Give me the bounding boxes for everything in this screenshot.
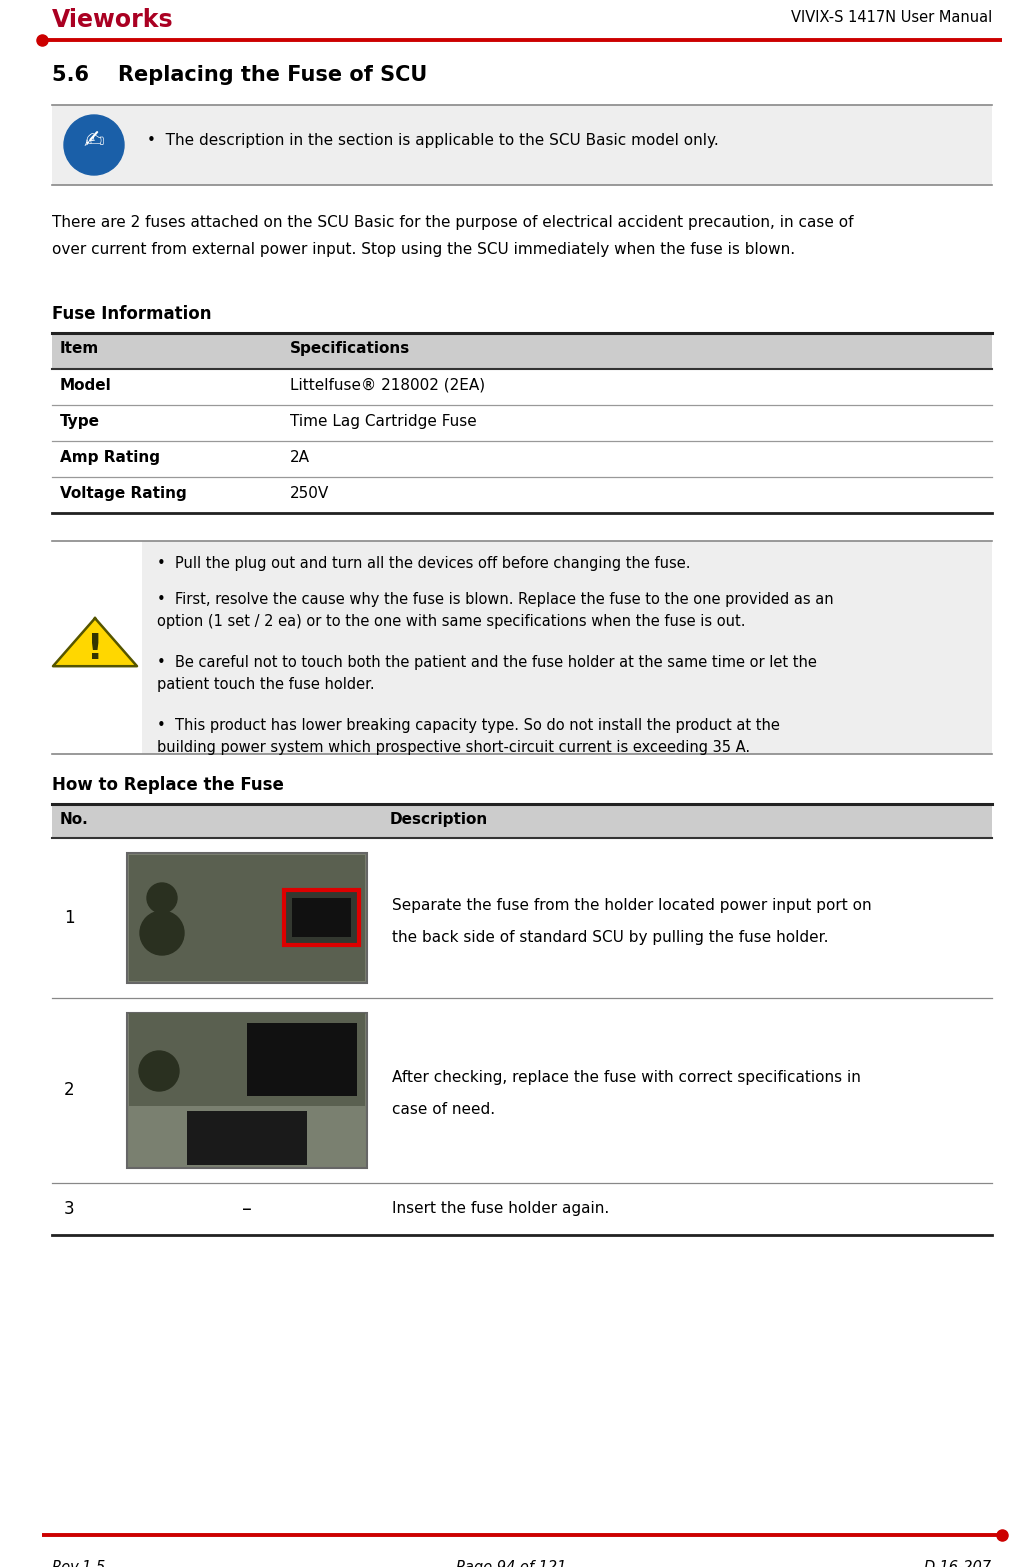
Text: D-16-207: D-16-207 <box>924 1561 992 1567</box>
Text: 3: 3 <box>64 1200 75 1218</box>
Text: Time Lag Cartridge Fuse: Time Lag Cartridge Fuse <box>290 414 476 429</box>
Text: 250V: 250V <box>290 486 329 501</box>
FancyBboxPatch shape <box>52 105 992 185</box>
Text: !: ! <box>87 632 103 666</box>
Text: 5.6    Replacing the Fuse of SCU: 5.6 Replacing the Fuse of SCU <box>52 64 427 85</box>
Text: Amp Rating: Amp Rating <box>60 450 160 465</box>
Text: How to Replace the Fuse: How to Replace the Fuse <box>52 776 284 794</box>
Text: 2: 2 <box>64 1081 75 1098</box>
Polygon shape <box>53 619 137 666</box>
FancyBboxPatch shape <box>52 1183 992 1235</box>
Text: Fuse Information: Fuse Information <box>52 306 212 323</box>
Text: Littelfuse® 218002 (2EA): Littelfuse® 218002 (2EA) <box>290 378 485 393</box>
Text: •  First, resolve the cause why the fuse is blown. Replace the fuse to the one p: • First, resolve the cause why the fuse … <box>157 592 834 628</box>
FancyBboxPatch shape <box>129 856 365 981</box>
FancyBboxPatch shape <box>187 1111 307 1164</box>
Text: the back side of standard SCU by pulling the fuse holder.: the back side of standard SCU by pulling… <box>392 929 829 945</box>
Text: After checking, replace the fuse with correct specifications in: After checking, replace the fuse with co… <box>392 1070 861 1084</box>
Text: Page 94 of 121: Page 94 of 121 <box>456 1561 566 1567</box>
FancyBboxPatch shape <box>142 541 992 754</box>
Circle shape <box>139 1051 179 1091</box>
Text: •  This product has lower breaking capacity type. So do not install the product : • This product has lower breaking capaci… <box>157 718 780 755</box>
FancyBboxPatch shape <box>52 998 992 1183</box>
Text: Separate the fuse from the holder located power input port on: Separate the fuse from the holder locate… <box>392 898 872 914</box>
Text: Insert the fuse holder again.: Insert the fuse holder again. <box>392 1202 609 1216</box>
Text: ✍: ✍ <box>84 128 104 154</box>
Text: case of need.: case of need. <box>392 1102 495 1117</box>
FancyBboxPatch shape <box>52 804 992 838</box>
FancyBboxPatch shape <box>52 334 992 368</box>
Text: Voltage Rating: Voltage Rating <box>60 486 187 501</box>
Text: –: – <box>242 1199 252 1219</box>
Text: Description: Description <box>390 812 489 827</box>
Circle shape <box>140 910 184 954</box>
Text: No.: No. <box>60 812 89 827</box>
FancyBboxPatch shape <box>127 852 367 983</box>
FancyBboxPatch shape <box>52 838 992 998</box>
Text: VIVIX-S 1417N User Manual: VIVIX-S 1417N User Manual <box>791 9 992 25</box>
FancyBboxPatch shape <box>284 890 359 945</box>
FancyBboxPatch shape <box>292 898 351 937</box>
Text: Type: Type <box>60 414 100 429</box>
Text: Rev.1.5: Rev.1.5 <box>52 1561 106 1567</box>
Text: Vieworks: Vieworks <box>52 8 174 31</box>
Text: Specifications: Specifications <box>290 342 410 356</box>
Text: 1: 1 <box>64 909 75 928</box>
FancyBboxPatch shape <box>127 1012 367 1167</box>
FancyBboxPatch shape <box>247 1023 357 1095</box>
Circle shape <box>147 882 177 914</box>
Text: •  Pull the plug out and turn all the devices off before changing the fuse.: • Pull the plug out and turn all the dev… <box>157 556 691 570</box>
Text: Model: Model <box>60 378 111 393</box>
Text: •  Be careful not to touch both the patient and the fuse holder at the same time: • Be careful not to touch both the patie… <box>157 655 817 691</box>
Text: There are 2 fuses attached on the SCU Basic for the purpose of electrical accide: There are 2 fuses attached on the SCU Ba… <box>52 215 853 257</box>
Text: •  The description in the section is applicable to the SCU Basic model only.: • The description in the section is appl… <box>147 133 718 147</box>
Text: 2A: 2A <box>290 450 310 465</box>
Circle shape <box>64 114 124 176</box>
Text: Item: Item <box>60 342 99 356</box>
FancyBboxPatch shape <box>129 1012 365 1106</box>
